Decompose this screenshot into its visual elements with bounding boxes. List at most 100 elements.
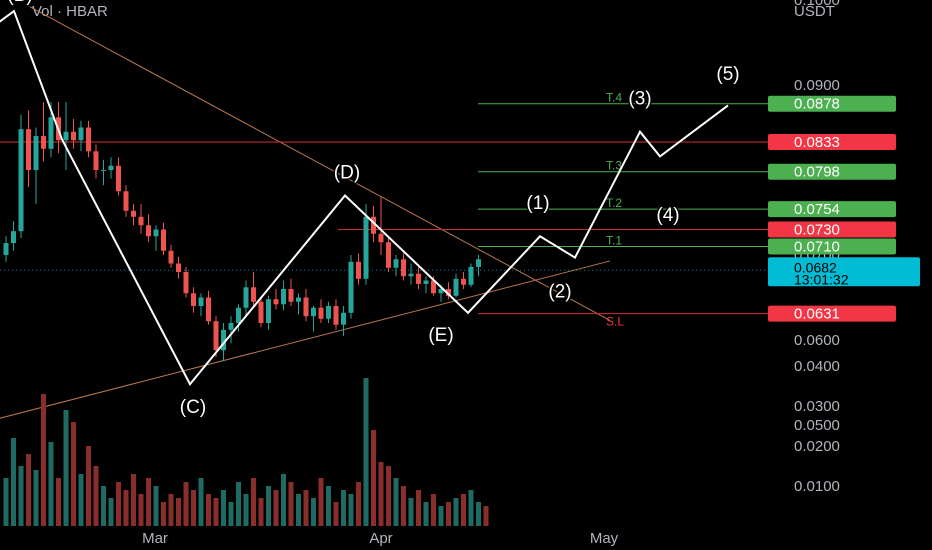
candle-body xyxy=(168,250,174,264)
volume-bar xyxy=(11,438,16,526)
time-axis-label: Mar xyxy=(142,530,168,547)
candle-body xyxy=(318,307,324,319)
volume-bar xyxy=(108,498,114,526)
volume-bar xyxy=(71,422,76,526)
price-badge xyxy=(768,201,896,218)
volume-bar xyxy=(423,502,429,526)
volume-bar xyxy=(251,478,256,526)
volume-bar xyxy=(476,502,481,526)
candle-countdown: 13:01:32 xyxy=(794,271,849,287)
candle-body xyxy=(33,136,39,170)
volume-bar xyxy=(48,442,54,526)
volume-bar xyxy=(123,490,129,526)
volume-bar xyxy=(296,494,301,526)
candle-body xyxy=(273,299,279,305)
time-axis-label: May xyxy=(590,530,619,547)
price-badge-label: 0.0631 xyxy=(794,306,840,323)
candle-body xyxy=(423,280,429,284)
volume-bar xyxy=(56,478,61,526)
candle-body xyxy=(26,129,31,170)
volume-bar xyxy=(153,486,159,526)
volume-bar xyxy=(416,490,421,526)
candle-body xyxy=(3,243,9,255)
candle-body xyxy=(63,131,69,141)
trendline xyxy=(0,260,611,419)
volume-bar xyxy=(191,490,196,526)
volume-bar xyxy=(78,474,84,526)
target-label: T.4 xyxy=(606,91,622,105)
candle-body xyxy=(86,127,91,152)
volume-bar xyxy=(228,502,234,526)
price-axis-tick: 0.0600 xyxy=(794,332,840,349)
candle-body xyxy=(101,170,106,171)
candle-body xyxy=(341,312,346,325)
time-axis-label: Apr xyxy=(369,530,392,547)
candle-body xyxy=(228,323,234,330)
volume-bar xyxy=(273,490,279,526)
price-axis-tick: 0.0500 xyxy=(794,417,840,434)
price-badge xyxy=(768,163,896,180)
candle-body xyxy=(123,191,129,211)
candle-body xyxy=(116,165,121,192)
candle-body xyxy=(176,263,181,272)
price-axis-tick: 0.1000 xyxy=(794,0,840,9)
volume-bar xyxy=(213,498,219,526)
candle-body xyxy=(296,297,301,302)
volume-bar xyxy=(311,498,316,526)
candle-body xyxy=(333,306,339,325)
volume-bar xyxy=(33,470,39,526)
volume-bar xyxy=(333,502,339,526)
candle-body xyxy=(198,297,204,306)
volume-bar xyxy=(446,502,451,526)
candle-body xyxy=(438,289,444,294)
volume-bar xyxy=(146,478,151,526)
elliott-wave-path xyxy=(0,9,729,387)
candle-body xyxy=(138,216,144,226)
volume-bar xyxy=(168,494,174,526)
volume-bar xyxy=(26,454,31,526)
volume-bar xyxy=(116,482,121,526)
volume-bar xyxy=(93,466,99,526)
candle-body xyxy=(161,229,166,251)
candle-body xyxy=(378,233,384,243)
volume-bar xyxy=(86,446,91,526)
candle-body xyxy=(153,229,159,237)
candle-body xyxy=(311,307,316,317)
price-badge-label: 0.0878 xyxy=(794,96,840,113)
candle-body xyxy=(108,165,114,170)
wave-label: (C) xyxy=(180,397,206,418)
price-badge-label: 0.0833 xyxy=(794,134,840,151)
volume-bar xyxy=(18,466,24,526)
volume-bar xyxy=(408,498,414,526)
volume-bar xyxy=(386,466,391,526)
volume-bar xyxy=(378,462,384,526)
volume-bar xyxy=(468,490,474,526)
target-label: T.3 xyxy=(606,159,622,173)
candle-body xyxy=(93,151,99,170)
volume-bar xyxy=(281,474,286,526)
price-badge-label: 0.0730 xyxy=(794,222,840,239)
candle-body xyxy=(408,273,414,277)
volume-bar xyxy=(483,506,489,526)
candle-body xyxy=(41,136,46,149)
volume-bar xyxy=(356,482,361,526)
candle-body xyxy=(11,231,16,244)
candle-body xyxy=(393,259,399,268)
wave-label: (5) xyxy=(716,64,739,85)
volume-bar xyxy=(161,502,166,526)
candle-body xyxy=(363,216,369,279)
candle-body xyxy=(243,287,249,308)
volume-bar xyxy=(41,394,46,526)
volume-bar xyxy=(101,486,106,526)
price-badge xyxy=(768,305,896,322)
candle-body xyxy=(146,225,151,237)
volume-bar xyxy=(236,482,241,526)
candle-body xyxy=(206,297,211,322)
price-axis-tick: 0.0300 xyxy=(794,398,840,415)
volume-bar xyxy=(363,378,369,526)
candle-body xyxy=(191,293,196,306)
price-axis-tick: 0.0200 xyxy=(794,438,840,455)
volume-bar xyxy=(206,494,211,526)
candle-body xyxy=(48,117,54,149)
